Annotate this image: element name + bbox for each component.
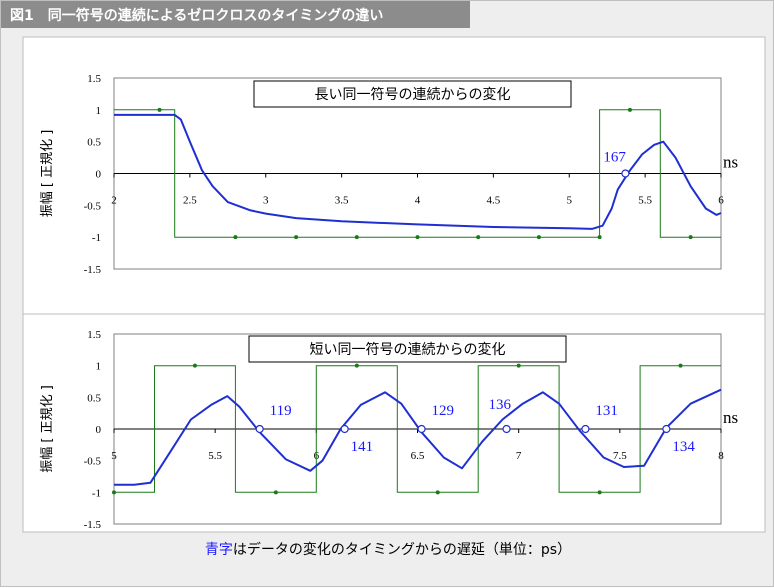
zero-cross-marker: [417, 424, 426, 434]
y-tick-label: 0: [96, 169, 102, 181]
y-tick-label: -1: [92, 487, 101, 499]
zero-cross-marker: [502, 424, 511, 434]
zero-cross-delay-label: 136: [489, 397, 512, 413]
data-point-marker: [157, 107, 162, 112]
chart-title: 長い同一符号の連続からの変化: [315, 86, 511, 103]
y-tick-label: -1.5: [84, 519, 102, 531]
data-point-marker: [354, 363, 359, 368]
y-axis-label: 振幅 [ 正規化 ]: [40, 130, 55, 218]
footer-note: 青字はデータの変化のタイミングからの遅延（単位：ps）: [1, 539, 774, 559]
chart-title-box: [248, 335, 567, 363]
data-point-marker: [415, 235, 420, 240]
x-axis-label: ns: [723, 408, 738, 427]
zero-cross-delay-label: 141: [351, 439, 374, 455]
y-axis-label: 振幅 [ 正規化 ]: [40, 385, 55, 473]
signal-waveform-line: [114, 388, 722, 486]
data-point-marker: [192, 363, 197, 368]
zero-cross-delay-label: 167: [603, 150, 626, 166]
zero-cross-marker: [581, 424, 590, 434]
footer-highlight: 青字: [204, 542, 233, 558]
x-tick-label: 3.5: [335, 195, 349, 207]
x-axis-label: ns: [723, 153, 738, 172]
x-tick-label: 5.5: [638, 195, 652, 207]
data-point-marker: [273, 490, 278, 495]
zero-cross-marker: [662, 424, 671, 434]
chart-2: 1.510.50-0.5-1-1.55 5.5 6 6.5 7 7.5 8振幅 [ 正規化 …: [22, 313, 766, 533]
zero-cross-delay-label: 119: [270, 403, 292, 419]
x-tick-label: 7: [516, 450, 522, 462]
data-point-marker: [678, 363, 683, 368]
data-point-marker: [627, 107, 632, 112]
data-point-marker: [435, 490, 440, 495]
x-tick-label: 5: [111, 450, 117, 462]
data-point-marker: [476, 235, 481, 240]
chart-1: 1.5 1 0.5 0 -0.5 -1 -1.5 2 2.5 3 3.5 4 4.5 5 5.5 6 振幅 [ …: [22, 36, 766, 316]
data-point-marker: [688, 235, 693, 240]
zero-cross-delay-label: 131: [595, 403, 618, 419]
figure-title: 図1 同一符号の連続によるゼロクロスのタイミングの違い: [10, 8, 384, 24]
x-tick-label: 6.5: [411, 450, 425, 462]
x-tick-label: 5: [567, 195, 573, 207]
y-tick-label: 0: [96, 424, 102, 436]
data-point-marker: [516, 363, 521, 368]
y-tick-label: 1.5: [87, 329, 101, 341]
data-point-marker: [354, 235, 359, 240]
chart-title-box: [253, 80, 572, 108]
y-tick-label: -0.5: [84, 200, 102, 212]
chart-title: 短い同一符号の連続からの変化: [310, 341, 506, 358]
data-point-marker: [112, 490, 116, 495]
y-tick-label: -1.5: [84, 264, 102, 276]
data-point-marker: [536, 235, 541, 240]
zero-cross-delay-label: 134: [672, 439, 695, 455]
x-tick-label: 6: [718, 195, 724, 207]
footer-text: はデータの変化のタイミングからの遅延（単位：ps）: [232, 542, 572, 558]
data-point-marker: [233, 235, 238, 240]
y-tick-label: 1: [96, 361, 102, 373]
x-tick-label: 5.5: [208, 450, 222, 462]
x-tick-label: 2: [111, 195, 117, 207]
y-tick-label: 1.5: [87, 73, 101, 85]
figure-header: 図1 同一符号の連続によるゼロクロスのタイミングの違い: [1, 1, 470, 28]
zero-cross-delay-label: 129: [432, 403, 455, 419]
data-waveform-line: [114, 109, 721, 238]
x-tick-label: 2.5: [183, 195, 197, 207]
y-tick-label: -0.5: [84, 456, 102, 468]
data-point-marker: [294, 235, 299, 240]
data-point-marker: [597, 235, 602, 240]
y-tick-label: -1: [92, 232, 101, 244]
x-tick-label: 3: [263, 195, 269, 207]
x-tick-label: 7.5: [613, 450, 627, 462]
y-tick-label: 0.5: [87, 137, 101, 149]
data-point-marker: [597, 490, 602, 495]
y-tick-label: 1: [96, 105, 102, 117]
zero-cross-marker: [621, 169, 630, 178]
zero-cross-marker: [340, 424, 349, 434]
x-tick-label: 4: [415, 195, 421, 207]
zero-cross-marker: [255, 424, 264, 434]
x-tick-label: 4.5: [487, 195, 501, 207]
y-tick-label: 0.5: [87, 392, 101, 404]
x-tick-label: 8: [718, 450, 724, 462]
signal-waveform-line: [114, 113, 722, 230]
